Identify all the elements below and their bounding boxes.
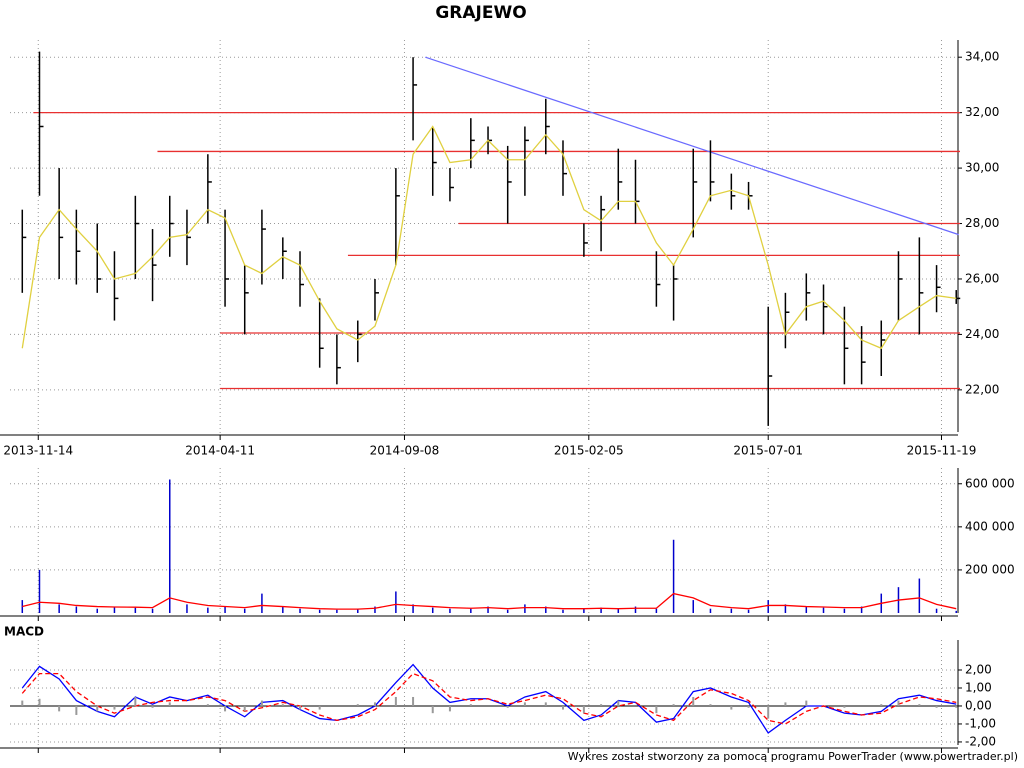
x-tick-label: 2015-07-01	[733, 444, 803, 458]
x-tick-label: 2015-02-05	[554, 444, 624, 458]
y-tick-label: 400 000	[965, 519, 1015, 533]
y-tick-label: 600 000	[965, 476, 1015, 490]
y-tick-label: 34,00	[965, 50, 999, 64]
y-tick-label: 26,00	[965, 271, 999, 285]
y-tick-label: 32,00	[965, 105, 999, 119]
y-tick-label: 30,00	[965, 161, 999, 175]
y-tick-label: 22,00	[965, 382, 999, 396]
y-tick-label: 24,00	[965, 327, 999, 341]
panel-title: MACD	[4, 625, 44, 639]
x-tick-label: 2014-04-11	[185, 444, 255, 458]
y-tick-label: 28,00	[965, 216, 999, 230]
y-tick-label: 2,00	[965, 663, 992, 677]
y-tick-label: 1,00	[965, 680, 992, 694]
x-tick-label: 2015-11-19	[907, 444, 977, 458]
macd-line	[21, 672, 957, 725]
x-tick-label: 2013-11-14	[3, 444, 73, 458]
y-tick-label: 200 000	[965, 562, 1015, 576]
y-tick-label: 0,00	[965, 698, 992, 712]
volume-average	[22, 592, 957, 610]
trend-line	[425, 56, 959, 236]
chart-title: GRAJEWO	[435, 3, 526, 23]
footer: Wykres został stworzony za pomocą progra…	[568, 750, 1018, 763]
y-tick-label: -2,00	[965, 734, 996, 748]
x-tick-label: 2014-09-08	[370, 444, 440, 458]
moving-average	[21, 125, 957, 350]
y-tick-label: -1,00	[965, 716, 996, 730]
